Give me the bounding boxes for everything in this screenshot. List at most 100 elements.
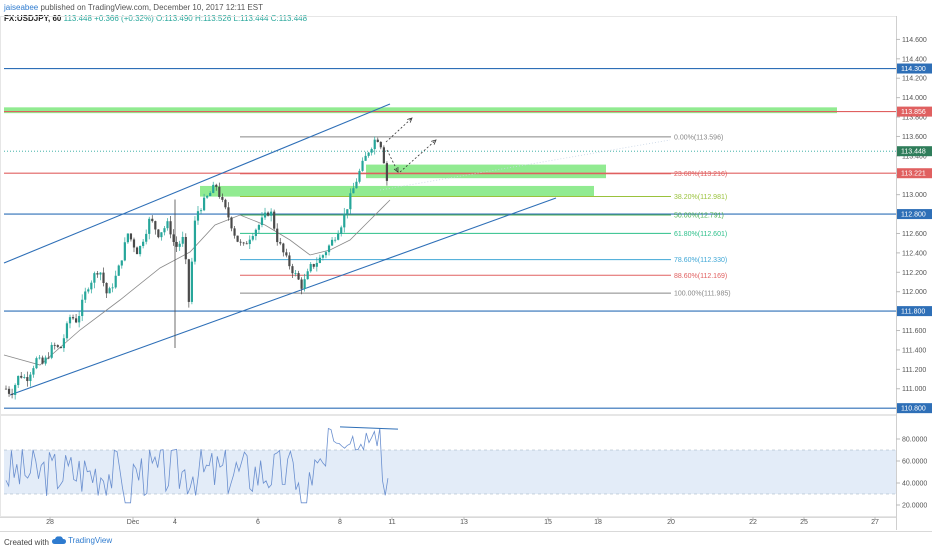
candle-body <box>379 141 382 148</box>
candle-body <box>324 252 328 256</box>
candle-body <box>190 261 193 302</box>
time-tick-label: 8 <box>338 519 342 526</box>
candle-body <box>154 221 157 230</box>
candle-body <box>166 221 169 229</box>
candle-body <box>385 163 389 181</box>
candle-body <box>382 147 385 164</box>
level-price-label: 111.800 <box>901 309 925 316</box>
candle-body <box>20 375 23 378</box>
projection-dotted-line <box>379 139 671 191</box>
candle-body <box>297 273 300 280</box>
candle-body <box>330 239 334 246</box>
candle-body <box>184 236 187 260</box>
candle-body <box>236 235 239 242</box>
support-resistance-zone <box>4 107 837 114</box>
last-price-tag <box>897 146 932 157</box>
candle-body <box>169 221 172 235</box>
fib-level-label: 100.00%(111.985) <box>674 291 731 298</box>
candle-body <box>56 345 59 347</box>
candle-body <box>111 287 114 289</box>
fib-level-label: 61.80%(112.601) <box>674 231 727 238</box>
main-pane-border <box>0 16 897 415</box>
candle-body <box>4 388 8 390</box>
candle-body <box>193 220 197 262</box>
price-tick-label: 112.600 <box>902 231 927 238</box>
candle-body <box>233 228 236 236</box>
tradingview-logo[interactable]: TradingView <box>52 536 112 545</box>
fib-level-label: 78.60%(112.330) <box>674 257 727 264</box>
candle-body <box>309 264 312 272</box>
rsi-line <box>5 427 389 504</box>
symbol-label: FX:USDJPY, 60 <box>4 14 62 23</box>
price-tick-label: 114.200 <box>902 76 927 83</box>
candle-body <box>117 265 120 276</box>
time-tick-label: 4 <box>173 519 177 526</box>
support-resistance-zone <box>200 185 594 197</box>
level-price-tag <box>897 168 932 179</box>
candle-body <box>370 149 373 153</box>
candle-body <box>248 239 251 245</box>
candle-body <box>367 152 370 156</box>
candle-body <box>71 317 75 319</box>
level-price-label: 112.800 <box>901 212 926 219</box>
candle-body <box>26 377 29 382</box>
candle-body <box>279 242 282 244</box>
rsi-tick-label: 80.0000 <box>902 437 927 444</box>
level-price-label: 110.800 <box>901 406 926 413</box>
candle-body <box>87 289 90 292</box>
rsi-tick-label: 20.0000 <box>902 503 927 510</box>
candle-body <box>254 229 257 237</box>
time-tick-label: 18 <box>594 519 602 526</box>
rsi-divergence-line <box>339 426 399 430</box>
support-resistance-zone <box>366 164 606 179</box>
candle-body <box>78 316 81 323</box>
candle-body <box>376 139 379 142</box>
candle-body <box>352 188 355 194</box>
candle-body <box>239 241 242 243</box>
published-text: published on TradingView.com, December 1… <box>40 3 263 12</box>
moving-average-line <box>3 199 391 366</box>
time-tick-label: 11 <box>388 519 395 526</box>
fib-level-label: 0.00%(113.596) <box>674 134 723 141</box>
price-tick-label: 111.000 <box>902 386 926 393</box>
candle-body <box>260 217 264 226</box>
chart-canvas[interactable]: 114.600 114.400 114.200 114.000 113.800 113.6… <box>0 0 932 531</box>
candle-body <box>29 374 32 382</box>
time-tick-label: 25 <box>800 519 808 526</box>
candle-body <box>343 213 346 228</box>
candle-body <box>114 275 117 288</box>
candle-body <box>224 199 227 208</box>
rsi-tick-label: 60.0000 <box>902 459 927 466</box>
candle-body <box>138 245 142 255</box>
channel-upper-line <box>3 103 391 264</box>
candle-body <box>35 358 38 369</box>
cloud-icon <box>52 536 66 545</box>
candle-body <box>218 186 221 197</box>
candle-body <box>93 273 96 283</box>
candle-body <box>196 211 200 221</box>
level-price-label: 114.300 <box>901 66 926 73</box>
price-tick-label: 111.400 <box>902 347 926 354</box>
candle-body <box>349 193 352 210</box>
fib-level-label: 50.00%(12.791) <box>674 212 724 219</box>
candle-body <box>50 344 53 358</box>
candle-body <box>263 212 267 218</box>
candle-body <box>102 272 105 283</box>
projection-arrow-rebound <box>399 139 437 173</box>
channel-lower-line <box>9 197 557 396</box>
candle-body <box>14 385 17 395</box>
candle-body <box>358 170 361 182</box>
level-price-tag <box>897 209 932 220</box>
level-price-tag <box>897 306 932 317</box>
tradingview-brand: TradingView <box>68 536 113 545</box>
candle-body <box>327 245 331 253</box>
candle-body <box>41 357 44 364</box>
candle-body <box>346 209 349 214</box>
candle-body <box>105 282 108 294</box>
author-link[interactable]: jaiseabee <box>4 3 39 12</box>
rsi-band <box>4 450 896 494</box>
candle-body <box>318 257 321 263</box>
projection-arrow-down <box>386 149 399 173</box>
candle-body <box>276 228 279 243</box>
level-price-label: 113.221 <box>901 171 926 178</box>
